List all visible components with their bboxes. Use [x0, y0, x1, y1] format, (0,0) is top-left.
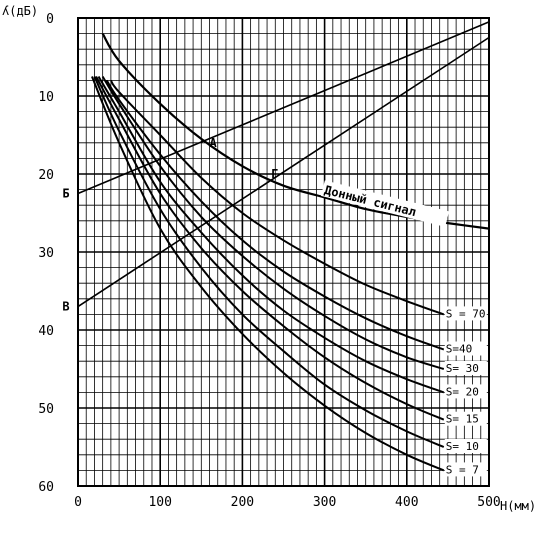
y-tick-label: 10: [38, 90, 54, 105]
x-axis-title: H(мм): [500, 499, 536, 513]
curve-label-bg: [444, 361, 487, 375]
x-tick-label: 0: [74, 495, 82, 510]
y-tick-label: 40: [38, 324, 54, 339]
x-tick-label: 300: [313, 495, 336, 510]
grid: [77, 17, 490, 487]
series-line: [101, 75, 445, 370]
curve-labels: S = 70 S=40 S= 30 S= 20 S= 15 S= 10 S = 7: [444, 306, 487, 477]
curve-label-bg: [444, 384, 487, 399]
x-tick-label: 500: [477, 495, 500, 510]
curve-label-bg: [444, 462, 487, 477]
y-tick-label: 60: [38, 480, 54, 495]
y-tick-label: 30: [38, 246, 54, 261]
reference-line: [77, 21, 490, 195]
tick-labels: 0 100 200 300 400 500 0 10 20 30 40 50 60: [38, 12, 500, 510]
straight-lines: [77, 21, 490, 308]
curve-label: S = 7: [446, 463, 479, 476]
series-line: [93, 76, 445, 448]
series-line: [97, 75, 445, 394]
series-line: [91, 76, 445, 472]
point-label: А: [210, 136, 218, 150]
point-label: Г: [271, 167, 278, 181]
curve-label: S= 20: [446, 385, 479, 398]
x-tick-label: 400: [395, 495, 418, 510]
plot-frame: [77, 17, 490, 487]
series-line: [95, 76, 445, 421]
reference-line: [77, 36, 490, 308]
x-tick-label: 100: [148, 495, 171, 510]
series-line: [110, 79, 445, 316]
curve-label: S = 70: [446, 307, 486, 320]
curve-label-bg: [444, 439, 487, 453]
x-tick-label: 200: [231, 495, 254, 510]
curve-label: S= 15: [446, 413, 479, 426]
curve-label: S= 30: [446, 362, 479, 375]
curve-label-bg: [444, 341, 487, 356]
curve-label-bg: [444, 306, 487, 321]
curve-label: S= 10: [446, 440, 479, 453]
curves: [91, 33, 490, 472]
y-tick-label: 50: [38, 402, 54, 417]
curve-label-bg: [444, 411, 487, 426]
y-tick-label: 0: [46, 12, 54, 27]
y-tick-label: 20: [38, 168, 54, 183]
curve-label: S=40: [446, 343, 473, 356]
series-line: [105, 79, 445, 351]
point-label: В: [62, 300, 69, 314]
annotation-bg: [320, 180, 450, 227]
point-label: Б: [62, 187, 69, 201]
y-axis-title: ʎ(дБ): [2, 4, 38, 18]
